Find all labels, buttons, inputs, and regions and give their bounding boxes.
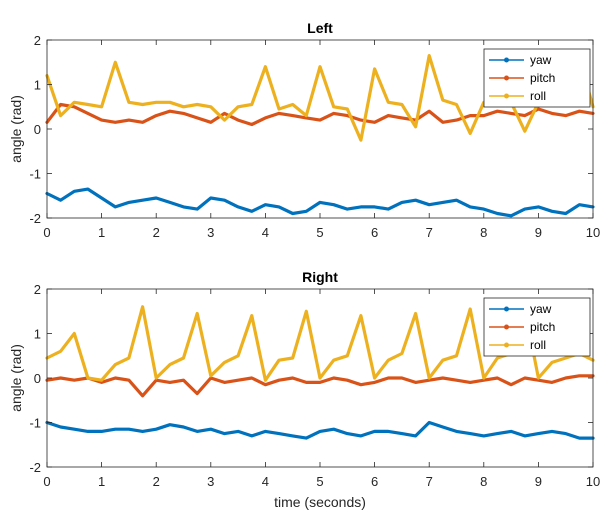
legend-marker-roll — [504, 93, 509, 99]
x-tick-label: 1 — [98, 474, 105, 489]
y-tick-label: 2 — [34, 33, 41, 48]
series-line-pitch — [45, 374, 595, 398]
x-axis-label: time (seconds) — [274, 494, 366, 510]
chart-title: Left — [307, 20, 333, 36]
legend-label-roll: roll — [530, 338, 546, 352]
panel-right: 0 1 2 3 4 5 6 7 8 9 10 -2 -1 0 1 2 Right angle (rad) time … — [8, 269, 600, 510]
legend-marker-pitch — [504, 324, 509, 330]
y-tick-label: 0 — [34, 122, 41, 137]
x-tick-label: 2 — [153, 474, 160, 489]
legend-label-pitch: pitch — [530, 320, 555, 334]
y-axis-label: angle (rad) — [8, 344, 24, 412]
x-tick-label: 3 — [207, 225, 214, 240]
y-tick-label: 1 — [34, 78, 41, 93]
y-tick-label: 1 — [34, 327, 41, 342]
legend-marker-yaw — [504, 57, 509, 63]
chart-title: Right — [302, 269, 338, 285]
x-tick-label: 1 — [98, 225, 105, 240]
y-tick-label: -2 — [29, 211, 41, 226]
legend-label-yaw: yaw — [530, 53, 552, 67]
legend-label-pitch: pitch — [530, 71, 555, 85]
panel-left: 0 1 2 3 4 5 6 7 8 9 10 -2 -1 0 1 2 Left angle (rad) yaw pit… — [8, 20, 600, 240]
x-tick-label: 9 — [535, 474, 542, 489]
legend-label-roll: roll — [530, 89, 546, 103]
legend-marker-pitch — [504, 75, 509, 81]
legend-label-yaw: yaw — [530, 302, 552, 316]
legend: yaw pitch roll — [483, 48, 591, 108]
y-tick-label: -2 — [29, 460, 41, 475]
legend: yaw pitch roll — [483, 297, 591, 357]
x-tick-label: 7 — [426, 474, 433, 489]
x-tick-label: 7 — [426, 225, 433, 240]
y-tick-label: -1 — [29, 167, 41, 182]
series-line-pitch — [45, 102, 595, 127]
x-tick-label: 0 — [43, 225, 50, 240]
series-line-roll — [45, 305, 595, 382]
y-tick-label: 0 — [34, 371, 41, 386]
legend-marker-yaw — [504, 306, 509, 312]
x-tick-label: 5 — [316, 225, 323, 240]
x-tick-label: 10 — [586, 225, 600, 240]
x-tick-label: 8 — [480, 225, 487, 240]
x-tick-label: 9 — [535, 225, 542, 240]
x-tick-label: 10 — [586, 474, 600, 489]
series-line-yaw — [45, 420, 595, 440]
series-line-yaw — [45, 187, 595, 218]
y-tick-label: 2 — [34, 282, 41, 297]
x-tick-label: 3 — [207, 474, 214, 489]
x-tick-label: 8 — [480, 474, 487, 489]
x-tick-label: 0 — [43, 474, 50, 489]
x-tick-label: 5 — [316, 474, 323, 489]
x-tick-label: 6 — [371, 225, 378, 240]
y-axis-label: angle (rad) — [8, 95, 24, 163]
x-tick-label: 4 — [262, 225, 269, 240]
x-tick-label: 4 — [262, 474, 269, 489]
x-tick-label: 2 — [153, 225, 160, 240]
legend-marker-roll — [504, 342, 509, 348]
x-tick-label: 6 — [371, 474, 378, 489]
y-tick-label: -1 — [29, 416, 41, 431]
